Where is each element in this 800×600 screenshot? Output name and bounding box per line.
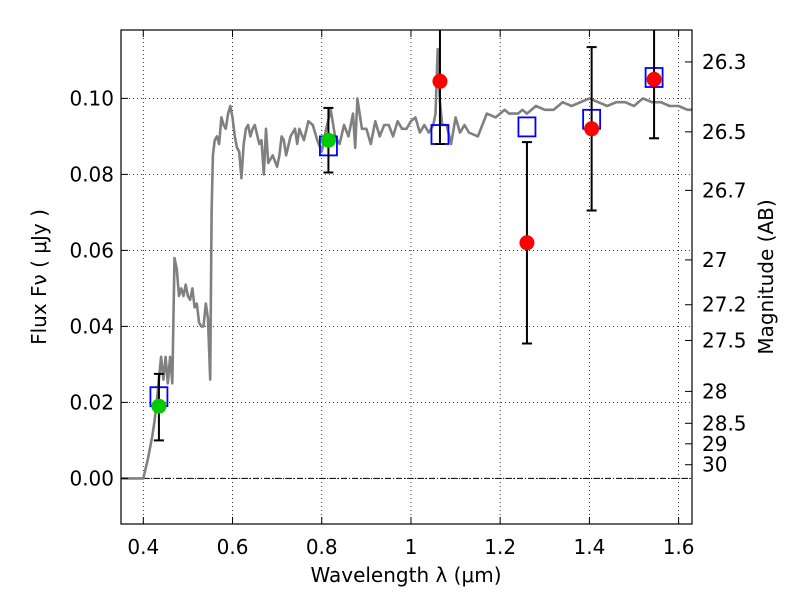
detection-point — [151, 398, 167, 414]
y-tick-label: 0.06 — [69, 238, 114, 262]
x-tick-label: 1 — [405, 535, 418, 559]
data-layer — [121, 30, 692, 480]
plot-frame — [120, 29, 693, 525]
y2-tick-label: 27.2 — [702, 293, 747, 317]
y2-tick-label: 26.7 — [702, 178, 747, 202]
y-tick-label: 0.10 — [69, 86, 114, 110]
observed-flux-point — [584, 121, 600, 137]
y2-tick-label: 28 — [702, 379, 727, 403]
y2-tick-label: 26.3 — [702, 50, 747, 74]
grid — [121, 30, 692, 524]
x-tick-label: 0.6 — [217, 535, 249, 559]
model-flux-square — [517, 116, 537, 138]
x-tick-label: 1.2 — [484, 535, 516, 559]
y2-tick-label: 27.5 — [702, 328, 747, 352]
x-tick-label: 1.6 — [663, 535, 695, 559]
y2-tick-label: 30 — [702, 453, 727, 477]
x-axis-label: Wavelength λ (μm) — [310, 563, 501, 587]
y-tick-label: 0.00 — [69, 466, 114, 490]
y-tick-label: 0.08 — [69, 162, 114, 186]
observed-flux-point — [432, 73, 448, 89]
x-tick-label: 0.4 — [127, 535, 159, 559]
y2-tick-label: 28.5 — [702, 411, 747, 435]
y2-tick-label: 27 — [702, 248, 727, 272]
y2-tick-label: 26.5 — [702, 120, 747, 144]
observed-flux-point — [519, 235, 535, 251]
detection-point — [320, 132, 336, 148]
y-tick-label: 0.02 — [69, 390, 114, 414]
observed-flux-point — [646, 71, 662, 87]
y2-axis-label: Magnitude (AB) — [754, 199, 778, 354]
y-axis-label: Flux Fν ( μJy ) — [27, 209, 51, 345]
tick-marks — [121, 30, 692, 524]
y2-tick-label: 29 — [702, 432, 727, 456]
x-tick-label: 0.8 — [306, 535, 338, 559]
x-tick-label: 1.4 — [573, 535, 605, 559]
template-spectrum-line — [121, 47, 692, 480]
y-tick-label: 0.04 — [69, 314, 114, 338]
